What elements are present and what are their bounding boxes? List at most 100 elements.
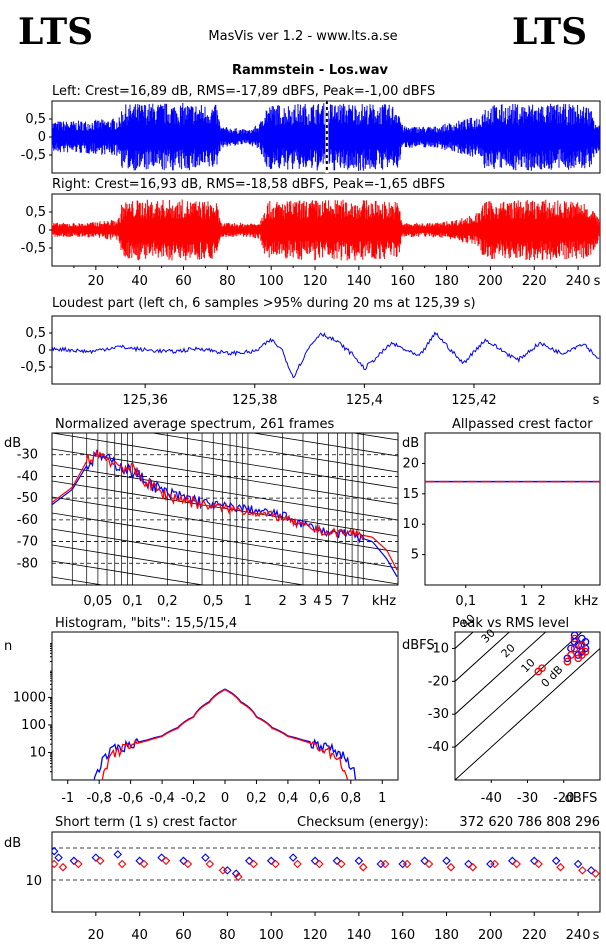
x-tick-label: 0,4 <box>278 791 299 806</box>
logo-left: LTS <box>18 11 93 53</box>
x-tick-label: 1 <box>244 594 252 609</box>
y-tick-label: 0,5 <box>25 326 46 341</box>
crest-point-1 <box>337 859 346 869</box>
y-tick-label: 0,5 <box>25 205 46 220</box>
crest-point-1 <box>380 859 390 869</box>
y-tick-label: -50 <box>17 491 38 506</box>
crest-point-1 <box>271 859 280 869</box>
crest-point-0 <box>332 856 342 866</box>
y-tick-label: 15 <box>402 487 419 502</box>
x-tick-label: 220 <box>522 928 547 943</box>
x-tick-label: 120 <box>303 928 328 943</box>
slope-line <box>52 560 206 585</box>
x-tick-label: 0,5 <box>203 594 224 609</box>
peak-rms-point-1 <box>570 634 579 643</box>
plot-frame <box>424 432 601 586</box>
y-tick-label: 0 <box>38 223 46 238</box>
loudest-waveform <box>52 331 600 379</box>
peak-rms-point-1 <box>563 657 572 666</box>
x-tick-label: 20 <box>88 274 105 289</box>
panel-title: Right: Crest=16,93 dB, RMS=-18,58 dBFS, … <box>52 177 445 192</box>
x-tick-label: 140 <box>346 928 371 943</box>
waveform-trace <box>52 102 600 171</box>
y-tick-label: 0 <box>38 130 46 145</box>
crest-point-0 <box>157 853 166 862</box>
y-tick-label: 1000 <box>13 690 46 705</box>
crest-point-0 <box>551 856 561 866</box>
crest-point-0 <box>529 856 539 866</box>
panel-title: Normalized average spectrum, 261 frames <box>55 417 334 432</box>
x-tick-label: 0,6 <box>309 791 330 806</box>
crest-point-0 <box>508 856 517 866</box>
crest-point-1 <box>512 859 521 869</box>
panel-title: Peak vs RMS level <box>452 616 569 631</box>
plot-frame <box>51 831 601 913</box>
peak-rms-point-1 <box>578 651 586 659</box>
y-tick-label: 100 <box>21 718 46 733</box>
crest-point-1 <box>358 862 368 872</box>
crest-point-0 <box>113 850 123 859</box>
y-tick-label: -30 <box>428 707 449 722</box>
x-tick-label: 160 <box>390 928 415 943</box>
y-axis-label: dBFS <box>402 638 435 653</box>
crest-diagonal <box>455 632 511 682</box>
crest-point-0 <box>179 856 188 866</box>
crest-point-1 <box>52 859 59 869</box>
slope-line <box>52 512 398 569</box>
crest-point-1 <box>161 856 171 866</box>
crest-point-1 <box>205 859 215 869</box>
histogram-panel: Histogram, "bits": 15,5/15,4n100010010-1… <box>4 616 399 806</box>
x-tick-label: 80 <box>219 928 236 943</box>
x-tick-label: 200 <box>478 274 503 289</box>
crest-point-0 <box>223 866 232 875</box>
x-tick-label: 0,05 <box>83 594 112 609</box>
checksum-value: 372 620 786 808 296 <box>459 815 600 830</box>
left-waveform-panel: Left: Crest=16,89 dB, RMS=-17,89 dBFS, P… <box>21 84 601 174</box>
crest-point-0 <box>573 859 583 869</box>
x-tick-label: 40 <box>131 928 148 943</box>
spectrum-series-1 <box>52 449 398 571</box>
crest-point-1 <box>249 859 258 869</box>
slope-line <box>250 433 398 457</box>
crest-point-0 <box>201 853 210 862</box>
file-title: Rammstein - Los.wav <box>232 63 388 78</box>
crest-point-1 <box>315 859 324 869</box>
crest-point-0 <box>52 846 59 856</box>
panel-title: Histogram, "bits": 15,5/15,4 <box>55 616 237 631</box>
crest-point-1 <box>234 872 243 882</box>
x-tick-label: -0,8 <box>86 791 111 806</box>
x-tick-label: 80 <box>219 274 236 289</box>
y-tick-label: 10 <box>29 745 46 760</box>
histogram-series-0 <box>52 688 398 780</box>
peak-rms-point-1 <box>578 641 586 650</box>
spectrum-series-0 <box>52 449 398 577</box>
slope-line <box>150 433 398 473</box>
x-tick-label: 2 <box>279 594 287 609</box>
x-tick-label: 240 <box>566 928 591 943</box>
x-axis-label: kHz <box>574 594 598 609</box>
x-tick-label: 60 <box>175 928 192 943</box>
y-tick-label: 5 <box>411 548 419 563</box>
crest-point-1 <box>578 866 587 875</box>
slope-line <box>52 433 398 489</box>
y-tick-label: -20 <box>428 674 449 689</box>
crest-point-1 <box>293 859 302 869</box>
peak-rms-point-1 <box>538 664 546 673</box>
x-tick-label: -30 <box>517 791 538 806</box>
x-tick-label: -20 <box>553 791 574 806</box>
panel-title: Short term (1 s) crest factor <box>55 815 237 830</box>
y-tick-label: -0,5 <box>21 241 46 256</box>
x-tick-label: 140 <box>346 274 371 289</box>
x-tick-label: 40 <box>131 274 148 289</box>
crest-point-0 <box>69 856 79 866</box>
y-tick-label: 20 <box>402 456 419 471</box>
x-tick-label: 0,8 <box>340 791 361 806</box>
y-tick-label: -40 <box>17 469 38 484</box>
crest-point-0 <box>245 856 254 866</box>
x-axis-label: dBFS <box>565 791 598 806</box>
x-tick-label: 60 <box>175 274 192 289</box>
crest-point-0 <box>135 856 144 866</box>
x-tick-label: 0 <box>221 791 229 806</box>
